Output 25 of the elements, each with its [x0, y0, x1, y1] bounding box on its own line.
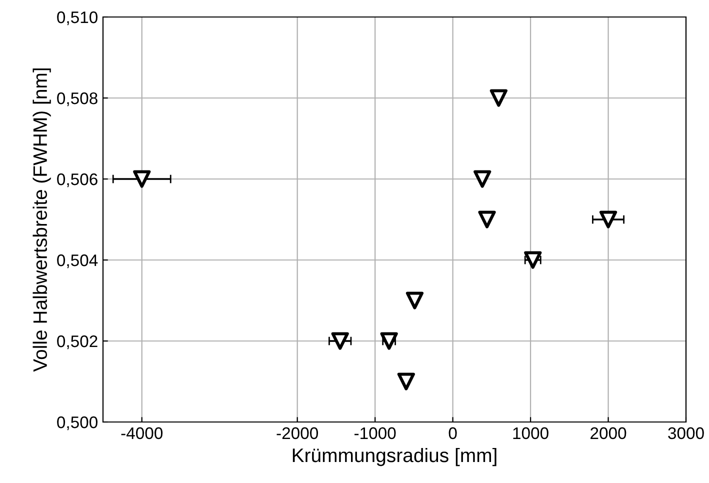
- x-tick-label: 0: [448, 427, 457, 440]
- y-tick-label: 0,510: [57, 11, 98, 26]
- x-tick-label: -2000: [276, 427, 318, 440]
- point: [490, 89, 508, 107]
- x-tick-label: 1000: [513, 427, 548, 440]
- point: [478, 210, 496, 228]
- point: [331, 332, 349, 350]
- y-tick-label: 0,506: [57, 173, 98, 188]
- y-tick-label: 0,500: [57, 416, 98, 430]
- x-tick-label: 3000: [668, 427, 704, 440]
- point: [474, 170, 492, 188]
- point: [599, 210, 618, 228]
- point: [406, 292, 424, 310]
- point: [380, 332, 398, 350]
- point: [133, 170, 151, 188]
- x-tick-label: 2000: [590, 427, 626, 440]
- x-tick-label: -4000: [121, 427, 163, 440]
- point: [397, 372, 415, 390]
- y-tick-label: 0,502: [57, 335, 98, 350]
- point: [524, 251, 542, 269]
- y-tick-label: 0,508: [57, 92, 98, 106]
- x-tick-label: -1000: [354, 427, 396, 440]
- y-axis-title: Volle Halbwertsbreite (FWHM) [nm]: [32, 68, 51, 372]
- y-tick-label: 0,504: [57, 254, 98, 268]
- x-axis-title: Krümmungsradius [mm]: [292, 448, 496, 466]
